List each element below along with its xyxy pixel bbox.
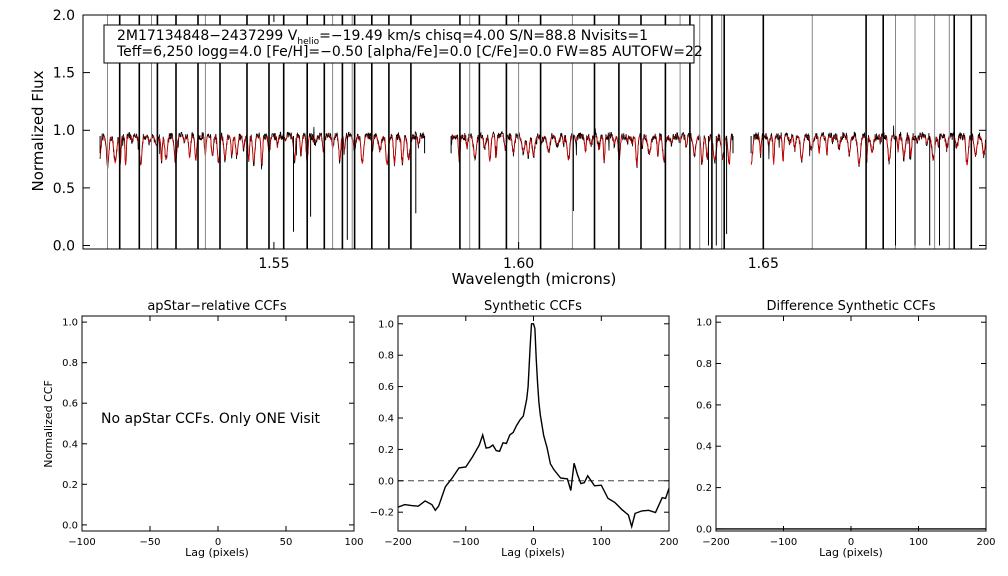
y-tick-label: 0.0	[53, 238, 75, 254]
info-stats: =−19.49 km/s chisq=4.00 S/N=88.8 Nvisits…	[319, 28, 648, 44]
observed-spectrum-line	[750, 125, 987, 167]
apstar-ccf-frame	[81, 315, 355, 532]
spectrum-ticks: 1.55 1.60 1.65 0.0 0.5 1.0 1.5 2.0	[53, 8, 986, 272]
difference-ccf-panel: −200 −100 0 100 200 0.0 0.2 0.4 0.6 0.8 1.0 Differ…	[696, 299, 995, 559]
apstar-ccf-annotation: No apStar CCFs. Only ONE Visit	[101, 411, 321, 427]
synthetic-ccf-title: Synthetic CCFs	[484, 299, 582, 314]
difference-ccf-xlabel: Lag (pixels)	[819, 546, 883, 559]
y-tick-label: 1.0	[62, 318, 78, 329]
model-spectrum-line	[750, 135, 987, 166]
x-tick-label: 200	[976, 537, 995, 548]
y-tick-label: 0.0	[378, 476, 394, 487]
x-tick-label: −50	[139, 537, 160, 548]
spectrum-ylabel: Normalized Flux	[29, 70, 47, 191]
y-tick-label: 1.0	[53, 123, 75, 139]
synthetic-ccf-panel: −200 −100 0 100 200 −0.2 0.0 0.2 0.4 0.6 0.8 1.0 Sy…	[370, 299, 679, 559]
x-tick-label: −100	[452, 537, 479, 548]
x-tick-label: −100	[770, 537, 797, 548]
y-tick-label: 0.6	[696, 400, 712, 411]
synthetic-ccf-frame	[397, 315, 670, 532]
synthetic-ccf-line	[397, 323, 670, 530]
y-tick-label: 0.4	[62, 439, 78, 450]
apstar-ccf-xlabel: Lag (pixels)	[185, 546, 249, 559]
y-tick-label: 0.8	[378, 351, 394, 362]
y-tick-label: 0.2	[696, 483, 712, 494]
x-tick-label: 200	[659, 537, 678, 548]
info-star: 2M17134848−2437299 V	[117, 28, 298, 44]
y-tick-label: 2.0	[53, 8, 75, 24]
x-tick-label: −200	[384, 537, 411, 548]
y-tick-label: 0.8	[62, 358, 78, 369]
synthetic-ccf-ticks: −200 −100 0 100 200 −0.2 0.0 0.2 0.4 0.6 0.8 1.0	[370, 316, 679, 548]
synthetic-ccf-xlabel: Lag (pixels)	[501, 546, 565, 559]
x-tick-label: −200	[702, 537, 729, 548]
y-tick-label: 0.0	[696, 524, 712, 535]
spectrum-xlabel: Wavelength (microns)	[452, 270, 617, 288]
y-tick-label: 0.8	[696, 359, 712, 370]
y-tick-label: 1.0	[378, 319, 394, 330]
y-tick-label: 0.4	[696, 442, 712, 453]
y-tick-label: 1.0	[696, 318, 712, 329]
y-tick-label: 0.4	[378, 414, 394, 425]
difference-ccf-frame	[715, 315, 987, 532]
y-tick-label: 0.6	[378, 382, 394, 393]
y-tick-label: −0.2	[370, 508, 394, 519]
x-tick-label: 0	[530, 537, 536, 548]
x-tick-label: 1.60	[503, 256, 534, 272]
x-tick-label: 1.55	[258, 256, 289, 272]
apstar-ccf-ticks: −100 −50 0 50 100 0.0 0.2 0.4 0.6 0.8 1.0	[62, 316, 364, 548]
spectrum-frame	[82, 14, 987, 250]
model-spectrum-line	[99, 135, 425, 167]
x-tick-label: 100	[344, 537, 363, 548]
x-tick-label: 0	[215, 537, 221, 548]
x-tick-label: 0	[848, 537, 854, 548]
x-tick-label: 100	[909, 537, 928, 548]
synthetic-ccf-marks	[397, 323, 670, 530]
apstar-ccf-ylabel: Normalized CCF	[42, 380, 55, 468]
info-box	[103, 24, 695, 64]
y-tick-label: 0.2	[62, 480, 78, 491]
observed-spectrum-line	[450, 128, 734, 169]
difference-ccf-ticks: −200 −100 0 100 200 0.0 0.2 0.4 0.6 0.8 1.0	[696, 316, 996, 548]
info-line-1: 2M17134848−2437299 Vhelio=−19.49 km/s ch…	[117, 28, 648, 47]
info-line-2: Teff=6,250 logg=4.0 [Fe/H]=−0.50 [alpha/…	[116, 44, 703, 60]
model-spectrum-line	[450, 135, 733, 166]
y-tick-label: 0.5	[53, 181, 75, 197]
x-tick-label: 1.65	[748, 256, 779, 272]
apstar-ccf-panel: −100 −50 0 50 100 0.0 0.2 0.4 0.6 0.8 1.0 apStar−r…	[42, 299, 364, 559]
info-helio-subscript: helio	[297, 37, 319, 47]
y-tick-label: 0.2	[378, 445, 394, 456]
y-tick-label: 0.0	[62, 520, 78, 531]
x-tick-label: 100	[592, 537, 611, 548]
x-tick-label: −100	[68, 537, 95, 548]
apstar-ccf-title: apStar−relative CCFs	[147, 299, 287, 314]
y-tick-label: 1.5	[53, 66, 75, 82]
x-tick-label: 50	[280, 537, 293, 548]
difference-ccf-title: Difference Synthetic CCFs	[766, 299, 935, 314]
spectrum-panel: 1.55 1.60 1.65 0.0 0.5 1.0 1.5 2.0 2M17134848−2…	[29, 8, 987, 288]
y-tick-label: 0.6	[62, 399, 78, 410]
